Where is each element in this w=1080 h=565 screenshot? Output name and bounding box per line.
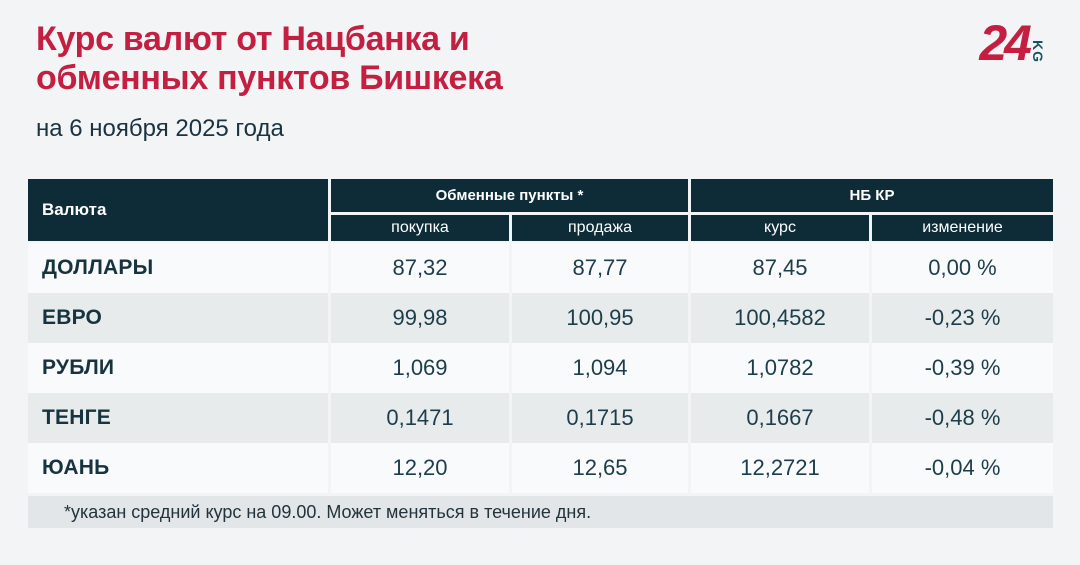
header-buy: покупка [331,215,509,241]
page-title-line1: Курс валют от Нацбанка и [36,20,470,58]
logo-24kg: 24 KG [979,18,1046,68]
row-eur-rate: 100,4582 [691,293,869,343]
row-cny-buy: 12,20 [331,443,509,493]
row-usd-buy: 87,32 [331,243,509,293]
row-rub-buy: 1,069 [331,343,509,393]
page-title-line2: обменных пунктов Бишкека [36,59,503,97]
page-title: Курс валют от Нацбанка и обменных пунктов… [36,20,503,98]
row-cny-change: -0,04 % [872,443,1053,493]
row-rub-change: -0,39 % [872,343,1053,393]
row-eur-buy: 99,98 [331,293,509,343]
row-rub-sell: 1,094 [512,343,688,393]
row-usd-sell: 87,77 [512,243,688,293]
row-rub-currency: РУБЛИ [28,343,328,393]
currency-rates-table: Валюта Обменные пункты * НБ КР покупка п… [28,179,1053,528]
row-kzt-buy: 0,1471 [331,393,509,443]
row-usd-rate: 87,45 [691,243,869,293]
row-kzt-change: -0,48 % [872,393,1053,443]
row-eur-sell: 100,95 [512,293,688,343]
row-cny-sell: 12,65 [512,443,688,493]
page-subtitle: на 6 ноября 2025 года [36,115,284,142]
row-kzt-sell: 0,1715 [512,393,688,443]
row-usd-change: 0,00 % [872,243,1053,293]
row-cny-currency: ЮАНЬ [28,443,328,493]
footnote: *указан средний курс на 09.00. Может мен… [28,496,1053,528]
row-usd-currency: ДОЛЛАРЫ [28,243,328,293]
header-change: изменение [872,215,1053,241]
logo-24-icon: 24 [979,15,1032,71]
header-group-nbkr: НБ КР [691,179,1053,212]
header-rate: курс [691,215,869,241]
header-currency: Валюта [28,179,328,241]
row-rub-rate: 1,0782 [691,343,869,393]
logo-kg-label: KG [1030,40,1046,63]
row-eur-currency: ЕВРО [28,293,328,343]
header-sell: продажа [512,215,688,241]
header-group-exchange-offices: Обменные пункты * [331,179,688,212]
row-cny-rate: 12,2721 [691,443,869,493]
row-eur-change: -0,23 % [872,293,1053,343]
row-kzt-currency: ТЕНГЕ [28,393,328,443]
row-kzt-rate: 0,1667 [691,393,869,443]
